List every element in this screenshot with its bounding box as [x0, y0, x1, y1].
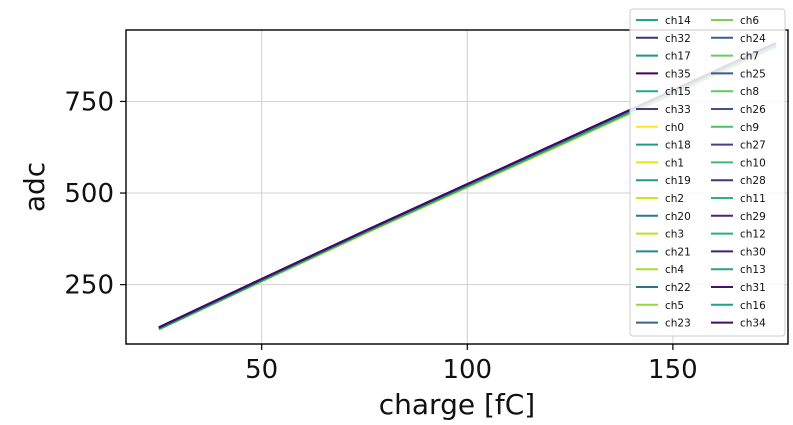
plot-frame [125, 29, 789, 345]
legend: ch14 ch32 ch17 ch35 ch15 ch33 ch0 ch18 ch1 ch19 ch… [629, 8, 786, 337]
legend-label: ch5 [665, 300, 684, 312]
legend-entry-ch6: ch6 [711, 15, 759, 27]
legend-entry-ch2: ch2 [636, 193, 684, 205]
legend-entry-ch13: ch13 [711, 264, 766, 276]
legend-entry-ch26: ch26 [711, 104, 766, 116]
legend-label: ch24 [740, 33, 766, 45]
legend-entry-ch3: ch3 [636, 229, 684, 241]
legend-entry-ch9: ch9 [711, 122, 759, 134]
legend-label: ch15 [665, 86, 691, 98]
legend-label: ch16 [740, 300, 766, 312]
legend-entry-ch15: ch15 [636, 86, 691, 98]
legend-entry-ch19: ch19 [636, 175, 691, 187]
legend-entry-ch31: ch31 [711, 282, 766, 294]
legend-label: ch0 [665, 122, 684, 134]
legend-label: ch32 [665, 33, 691, 45]
legend-label: ch30 [740, 246, 766, 258]
legend-label: ch13 [740, 264, 766, 276]
legend-label: ch35 [665, 68, 691, 80]
legend-entry-ch27: ch27 [711, 140, 766, 152]
legend-label: ch34 [740, 318, 766, 330]
legend-entry-ch0: ch0 [636, 122, 684, 134]
legend-entry-ch23: ch23 [636, 318, 691, 330]
legend-entry-ch24: ch24 [711, 33, 766, 45]
legend-entry-ch30: ch30 [711, 246, 766, 258]
legend-entry-ch1: ch1 [636, 157, 684, 169]
legend-label: ch10 [740, 157, 766, 169]
legend-label: ch6 [740, 15, 759, 27]
axis-ticks: 50 100 150 250 500 750 [64, 87, 697, 385]
legend-label: ch1 [665, 157, 684, 169]
legend-entry-ch17: ch17 [636, 51, 691, 63]
legend-label: ch7 [740, 51, 759, 63]
legend-entry-ch20: ch20 [636, 211, 691, 223]
legend-label: ch4 [665, 264, 684, 276]
legend-label: ch2 [665, 193, 684, 205]
legend-label: ch8 [740, 86, 759, 98]
legend-label: ch17 [665, 51, 691, 63]
x-tick-label: 150 [648, 355, 698, 385]
y-tick-label: 250 [64, 271, 114, 301]
legend-box [629, 8, 786, 337]
legend-label: ch26 [740, 104, 766, 116]
legend-label: ch9 [740, 122, 759, 134]
legend-entry-ch29: ch29 [711, 211, 766, 223]
y-axis-label: adc [18, 162, 51, 212]
legend-entry-ch34: ch34 [711, 318, 766, 330]
legend-entry-ch22: ch22 [636, 282, 691, 294]
legend-label: ch23 [665, 318, 691, 330]
legend-entry-ch33: ch33 [636, 104, 691, 116]
legend-entry-ch14: ch14 [636, 15, 691, 27]
legend-entry-ch12: ch12 [711, 229, 766, 241]
legend-label: ch21 [665, 246, 691, 258]
legend-entry-ch25: ch25 [711, 68, 766, 80]
legend-entry-ch21: ch21 [636, 246, 691, 258]
legend-entry-ch16: ch16 [711, 300, 766, 312]
legend-label: ch3 [665, 229, 684, 241]
legend-label: ch14 [665, 15, 691, 27]
x-tick-label: 100 [442, 355, 492, 385]
legend-entry-ch32: ch32 [636, 33, 691, 45]
legend-label: ch25 [740, 68, 766, 80]
legend-entry-ch28: ch28 [711, 175, 766, 187]
legend-entry-ch7: ch7 [711, 51, 759, 63]
legend-label: ch22 [665, 282, 691, 294]
legend-entry-ch10: ch10 [711, 157, 766, 169]
legend-label: ch28 [740, 175, 766, 187]
legend-entry-ch5: ch5 [636, 300, 684, 312]
legend-entry-ch18: ch18 [636, 140, 691, 152]
legend-label: ch27 [740, 140, 766, 152]
y-tick-label: 750 [64, 87, 114, 117]
x-axis-label: charge [fC] [379, 388, 535, 421]
legend-entry-ch35: ch35 [636, 68, 691, 80]
legend-label: ch18 [665, 140, 691, 152]
legend-label: ch20 [665, 211, 691, 223]
legend-label: ch19 [665, 175, 691, 187]
legend-entry-ch8: ch8 [711, 86, 759, 98]
legend-entry-ch11: ch11 [711, 193, 766, 205]
legend-label: ch33 [665, 104, 691, 116]
legend-label: ch29 [740, 211, 766, 223]
legend-label: ch12 [740, 229, 766, 241]
legend-entry-ch4: ch4 [636, 264, 684, 276]
legend-label: ch11 [740, 193, 766, 205]
legend-label: ch31 [740, 282, 766, 294]
y-tick-label: 500 [64, 179, 114, 209]
x-tick-label: 50 [245, 355, 278, 385]
